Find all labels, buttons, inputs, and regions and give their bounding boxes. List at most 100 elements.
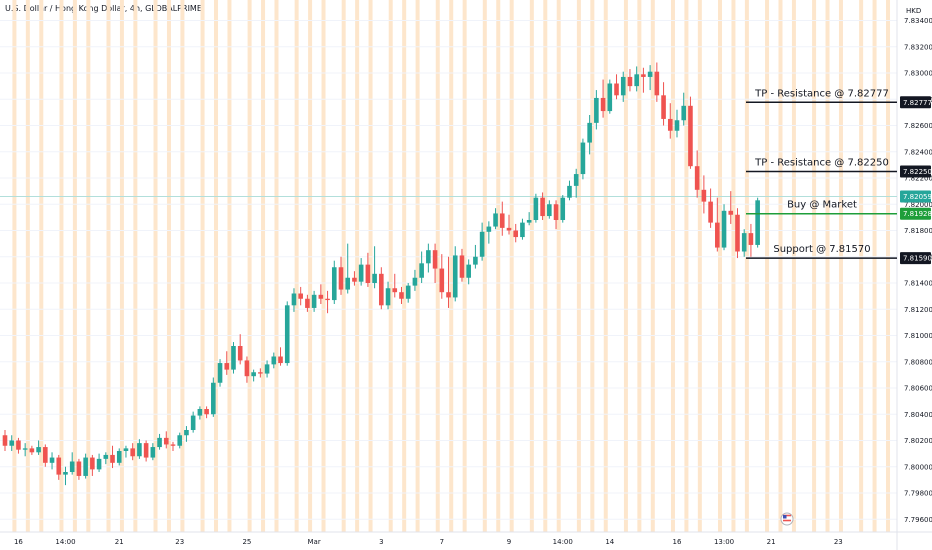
session-band	[106, 0, 111, 532]
session-band	[765, 0, 770, 532]
session-band	[556, 0, 561, 532]
candle-down	[244, 360, 250, 377]
buy-price-tag-box	[900, 207, 931, 220]
candle-up	[217, 363, 223, 383]
y-tick-label: 7.82200	[904, 175, 932, 183]
candle-down	[627, 76, 633, 87]
candle-up	[69, 461, 75, 472]
y-tick-label: 7.79800	[904, 490, 932, 498]
candle-down	[654, 71, 660, 96]
candle-down	[661, 95, 666, 119]
candle-down	[258, 372, 263, 374]
candle-down	[600, 97, 606, 112]
candle-up	[311, 294, 317, 308]
candle-down	[399, 292, 404, 299]
candle-up	[405, 285, 411, 299]
candle-down	[16, 440, 21, 450]
candle-up	[412, 277, 418, 286]
candle-down	[56, 457, 62, 475]
session-band	[603, 0, 608, 532]
candle-down	[237, 346, 243, 361]
level-price-tag-box	[900, 96, 931, 109]
candle-down	[170, 444, 176, 446]
x-tick-label: 14:00	[55, 538, 75, 546]
candle-down	[43, 447, 48, 463]
y-tick-label: 7.81000	[904, 332, 932, 340]
candle-down	[204, 409, 209, 415]
x-tick-label: 21	[115, 538, 124, 546]
level-price-tag-box	[900, 252, 931, 265]
y-tick-label: 7.80400	[904, 411, 932, 419]
session-band	[637, 0, 642, 532]
candle-down	[278, 356, 283, 364]
candle-up	[486, 226, 492, 232]
y-tick-label: 7.81400	[904, 280, 932, 288]
session-band	[744, 0, 749, 532]
candle-up	[231, 346, 236, 370]
candle-down	[667, 118, 673, 131]
chart-title: U.S. Dollar / Hong Kong Dollar, 4h, GLOB…	[5, 4, 202, 13]
session-band	[166, 0, 171, 532]
y-tick-label: 7.81800	[904, 227, 932, 235]
session-band	[153, 0, 158, 532]
session-band	[72, 0, 77, 532]
y-tick-label: 7.82400	[904, 148, 932, 156]
candle-down	[365, 264, 371, 283]
session-band	[261, 0, 266, 532]
session-band	[529, 0, 534, 532]
candle-down	[499, 213, 505, 228]
candle-down	[163, 437, 169, 445]
level-price-tag-text: 7.82250	[903, 168, 932, 176]
session-band	[482, 0, 487, 532]
candle-down	[728, 210, 734, 215]
session-band	[812, 0, 817, 532]
buy-label: Buy @ Market	[787, 200, 857, 211]
session-band	[791, 0, 796, 532]
candle-down	[506, 227, 512, 231]
session-band	[415, 0, 420, 532]
session-band	[670, 0, 675, 532]
level-price-tag-text: 7.82777	[903, 99, 932, 107]
session-band	[247, 0, 252, 532]
session-band	[449, 0, 454, 532]
candle-up	[291, 293, 297, 306]
x-tick-label: 9	[507, 538, 511, 546]
session-band	[886, 0, 891, 532]
candle-down	[694, 166, 700, 190]
session-band	[86, 0, 91, 532]
candle-down	[715, 222, 720, 248]
y-tick-label: 7.83200	[904, 43, 932, 51]
candle-up	[573, 174, 579, 186]
candle-down	[540, 197, 545, 217]
session-band	[496, 0, 501, 532]
candle-up	[157, 437, 162, 448]
level-label: TP - Resistance @ 7.82250	[754, 157, 889, 168]
session-band	[119, 0, 124, 532]
candle-down	[298, 293, 303, 299]
candle-up	[49, 457, 55, 463]
flag-icon[interactable]	[780, 512, 794, 526]
candle-up	[634, 74, 639, 87]
candle-up	[345, 277, 351, 290]
candle-down	[29, 448, 35, 453]
x-tick-label: 3	[379, 538, 383, 546]
session-band	[462, 0, 467, 532]
candle-up	[271, 356, 277, 365]
session-band	[402, 0, 407, 532]
candle-up	[211, 382, 216, 415]
session-band	[388, 0, 393, 532]
candle-up	[137, 443, 142, 457]
x-tick-label: 14	[605, 538, 614, 546]
candle-up	[741, 233, 747, 252]
level-price-tag-box	[900, 165, 931, 178]
y-tick-label: 7.82000	[904, 201, 932, 209]
session-band	[355, 0, 360, 532]
currency-label: HKD	[906, 7, 922, 15]
session-band	[294, 0, 299, 532]
candle-up	[184, 430, 189, 436]
candle-up	[721, 210, 727, 248]
session-band	[623, 0, 628, 532]
candle-down	[325, 298, 330, 301]
candle-up	[526, 220, 532, 223]
